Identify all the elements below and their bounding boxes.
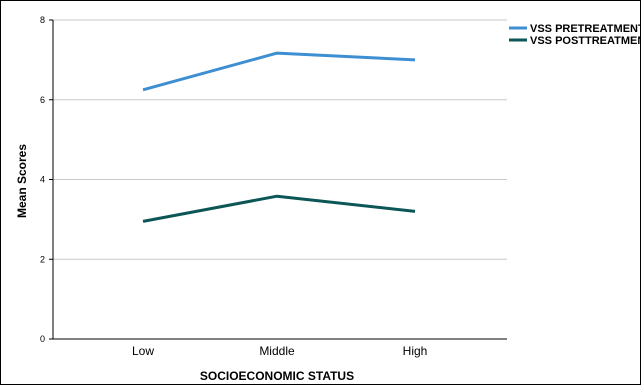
x-tick-label-low: Low [132,344,154,358]
legend-label-0: VSS PRETREATMENT [530,23,641,35]
x-tick-label-high: High [403,344,428,358]
series-line-posttreatment [142,194,416,223]
legend-label-1: VSS POSTTREATMENT [530,35,641,47]
x-tick-labels: Low Middle High [132,344,427,358]
series-line-pretreatment [142,51,416,92]
series-lines [142,51,416,223]
y-tick-label-1: 2 [40,254,45,264]
y-tick-label-2: 4 [40,175,45,185]
y-tick-label-4: 8 [40,15,45,25]
y-tick-label-0: 0 [40,334,45,344]
x-tick-label-middle: Middle [259,344,295,358]
y-axis-title: Mean Scores [15,144,29,218]
axes [49,19,507,340]
y-tick-label-3: 6 [40,95,45,105]
y-tick-labels: 0 2 4 6 8 [40,15,45,344]
x-axis-title: SOCIOECONOMIC STATUS [200,369,354,383]
gridlines [53,19,507,260]
